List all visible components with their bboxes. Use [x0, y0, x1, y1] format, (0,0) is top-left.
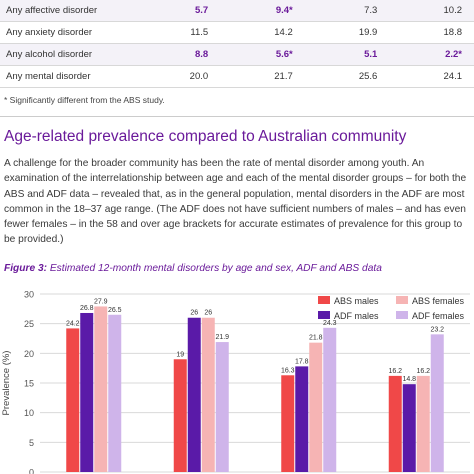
bar — [323, 327, 337, 472]
table-cell: 19.9 — [304, 21, 390, 44]
bar — [108, 314, 122, 472]
table-cell: 25.6 — [304, 65, 390, 88]
bar-value-label: 21.9 — [215, 334, 229, 341]
table-cell: 10.2 — [389, 0, 474, 22]
bar-value-label: 16.2 — [388, 368, 402, 375]
table-row: Any affective disorder 5.7 9.4* 7.3 10.2 — [0, 0, 474, 22]
legend-label: ABS males — [334, 296, 379, 306]
table-footnote: * Significantly different from the ABS s… — [4, 95, 165, 105]
bar-value-label: 24.2 — [66, 320, 80, 327]
bar-value-label: 14.8 — [402, 376, 416, 383]
bar — [309, 342, 323, 472]
bar — [80, 312, 94, 472]
table-cell: 5.1 — [304, 43, 390, 66]
divider — [0, 116, 474, 117]
y-tick-label: 30 — [24, 290, 34, 300]
row-label: Any mental disorder — [0, 65, 136, 88]
bar-value-label: 17.8 — [295, 358, 309, 365]
table-cell: 5.6* — [220, 43, 305, 66]
bar-value-label: 16.3 — [281, 367, 295, 374]
legend-swatch — [396, 311, 408, 319]
legend-swatch — [396, 296, 408, 304]
table-cell: 20.0 — [135, 65, 221, 88]
table-cell: 18.8 — [389, 21, 474, 44]
bar — [281, 375, 295, 472]
y-tick-label: 15 — [24, 379, 34, 389]
bar — [430, 334, 444, 472]
body-paragraph: A challenge for the broader community ha… — [4, 158, 467, 246]
figure-title: Estimated 12-month mental disorders by a… — [47, 263, 382, 274]
figure-caption: Figure 3: Estimated 12-month mental diso… — [4, 263, 382, 274]
row-label: Any alcohol disorder — [0, 43, 136, 66]
bar — [402, 384, 416, 472]
y-tick-label: 10 — [24, 408, 34, 418]
legend-label: ADF females — [412, 311, 465, 321]
table-cell: 2.2* — [389, 43, 474, 66]
bar-value-label: 21.8 — [309, 335, 323, 342]
legend-swatch — [318, 311, 330, 319]
y-tick-label: 25 — [24, 319, 34, 329]
bar-value-label: 23.2 — [430, 326, 444, 333]
bar — [94, 306, 108, 472]
bar-value-label: 16.2 — [416, 368, 430, 375]
bar-value-label: 27.9 — [94, 298, 108, 305]
table-row: Any mental disorder 20.0 21.7 25.6 24.1 — [0, 65, 474, 88]
table-cell: 21.7 — [220, 65, 305, 88]
bar-value-label: 26 — [190, 310, 198, 317]
bar — [388, 375, 402, 472]
table-cell: 5.7 — [135, 0, 221, 22]
row-label: Any anxiety disorder — [0, 21, 136, 44]
bar — [173, 359, 187, 472]
y-tick-label: 20 — [24, 349, 34, 359]
table-cell: 9.4* — [220, 0, 305, 22]
table-cell: 11.5 — [135, 21, 221, 44]
bar — [416, 375, 430, 472]
bar — [66, 328, 80, 472]
legend-label: ADF males — [334, 311, 379, 321]
table-cell: 24.1 — [389, 65, 474, 88]
table-body: Any affective disorder 5.7 9.4* 7.3 10.2 Any … — [0, 0, 474, 88]
bar — [295, 366, 309, 472]
table-cell: 8.8 — [135, 43, 221, 66]
table-row: Any anxiety disorder 11.5 14.2 19.9 18.8 — [0, 21, 474, 44]
bar — [215, 342, 229, 472]
bar-value-label: 19 — [176, 351, 184, 358]
legend-swatch — [318, 296, 330, 304]
bar-value-label: 24.3 — [323, 320, 337, 327]
y-tick-label: 0 — [29, 468, 34, 474]
bar-value-label: 26 — [204, 310, 212, 317]
table-row: Any alcohol disorder 8.8 5.6* 5.1 2.2* — [0, 43, 474, 66]
table-cell: 7.3 — [304, 0, 390, 22]
bar-value-label: 26.5 — [108, 307, 122, 314]
bar — [201, 317, 215, 472]
section-heading: Age-related prevalence compared to Austr… — [4, 128, 407, 145]
y-tick-label: 5 — [29, 438, 34, 448]
figure-label: Figure 3: — [4, 263, 48, 274]
table-cell: 14.2 — [220, 21, 305, 44]
legend-label: ABS females — [412, 296, 465, 306]
bar-value-label: 26.8 — [80, 305, 94, 312]
prevalence-table: Any affective disorder 5.7 9.4* 7.3 10.2 Any … — [0, 0, 474, 88]
y-axis-title: Prevalence (%) — [1, 351, 12, 416]
bar — [187, 317, 201, 472]
row-label: Any affective disorder — [0, 0, 136, 22]
